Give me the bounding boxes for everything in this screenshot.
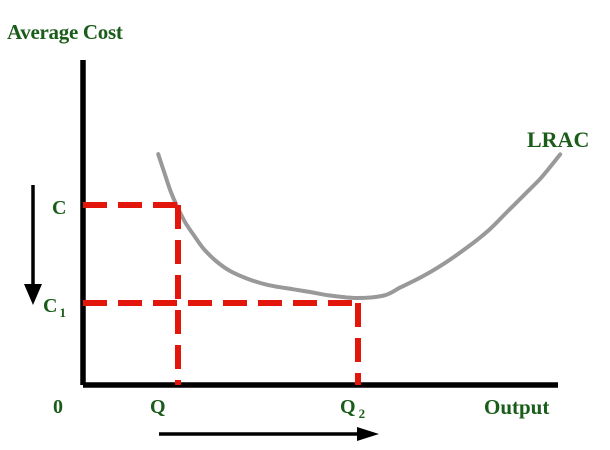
svg-text:0: 0 (53, 396, 63, 418)
svg-text:Output: Output (484, 395, 549, 419)
svg-text:Q: Q (150, 396, 166, 418)
svg-text:Average Cost: Average Cost (7, 20, 123, 44)
svg-text:LRAC: LRAC (527, 127, 589, 152)
svg-text:C: C (52, 197, 66, 219)
